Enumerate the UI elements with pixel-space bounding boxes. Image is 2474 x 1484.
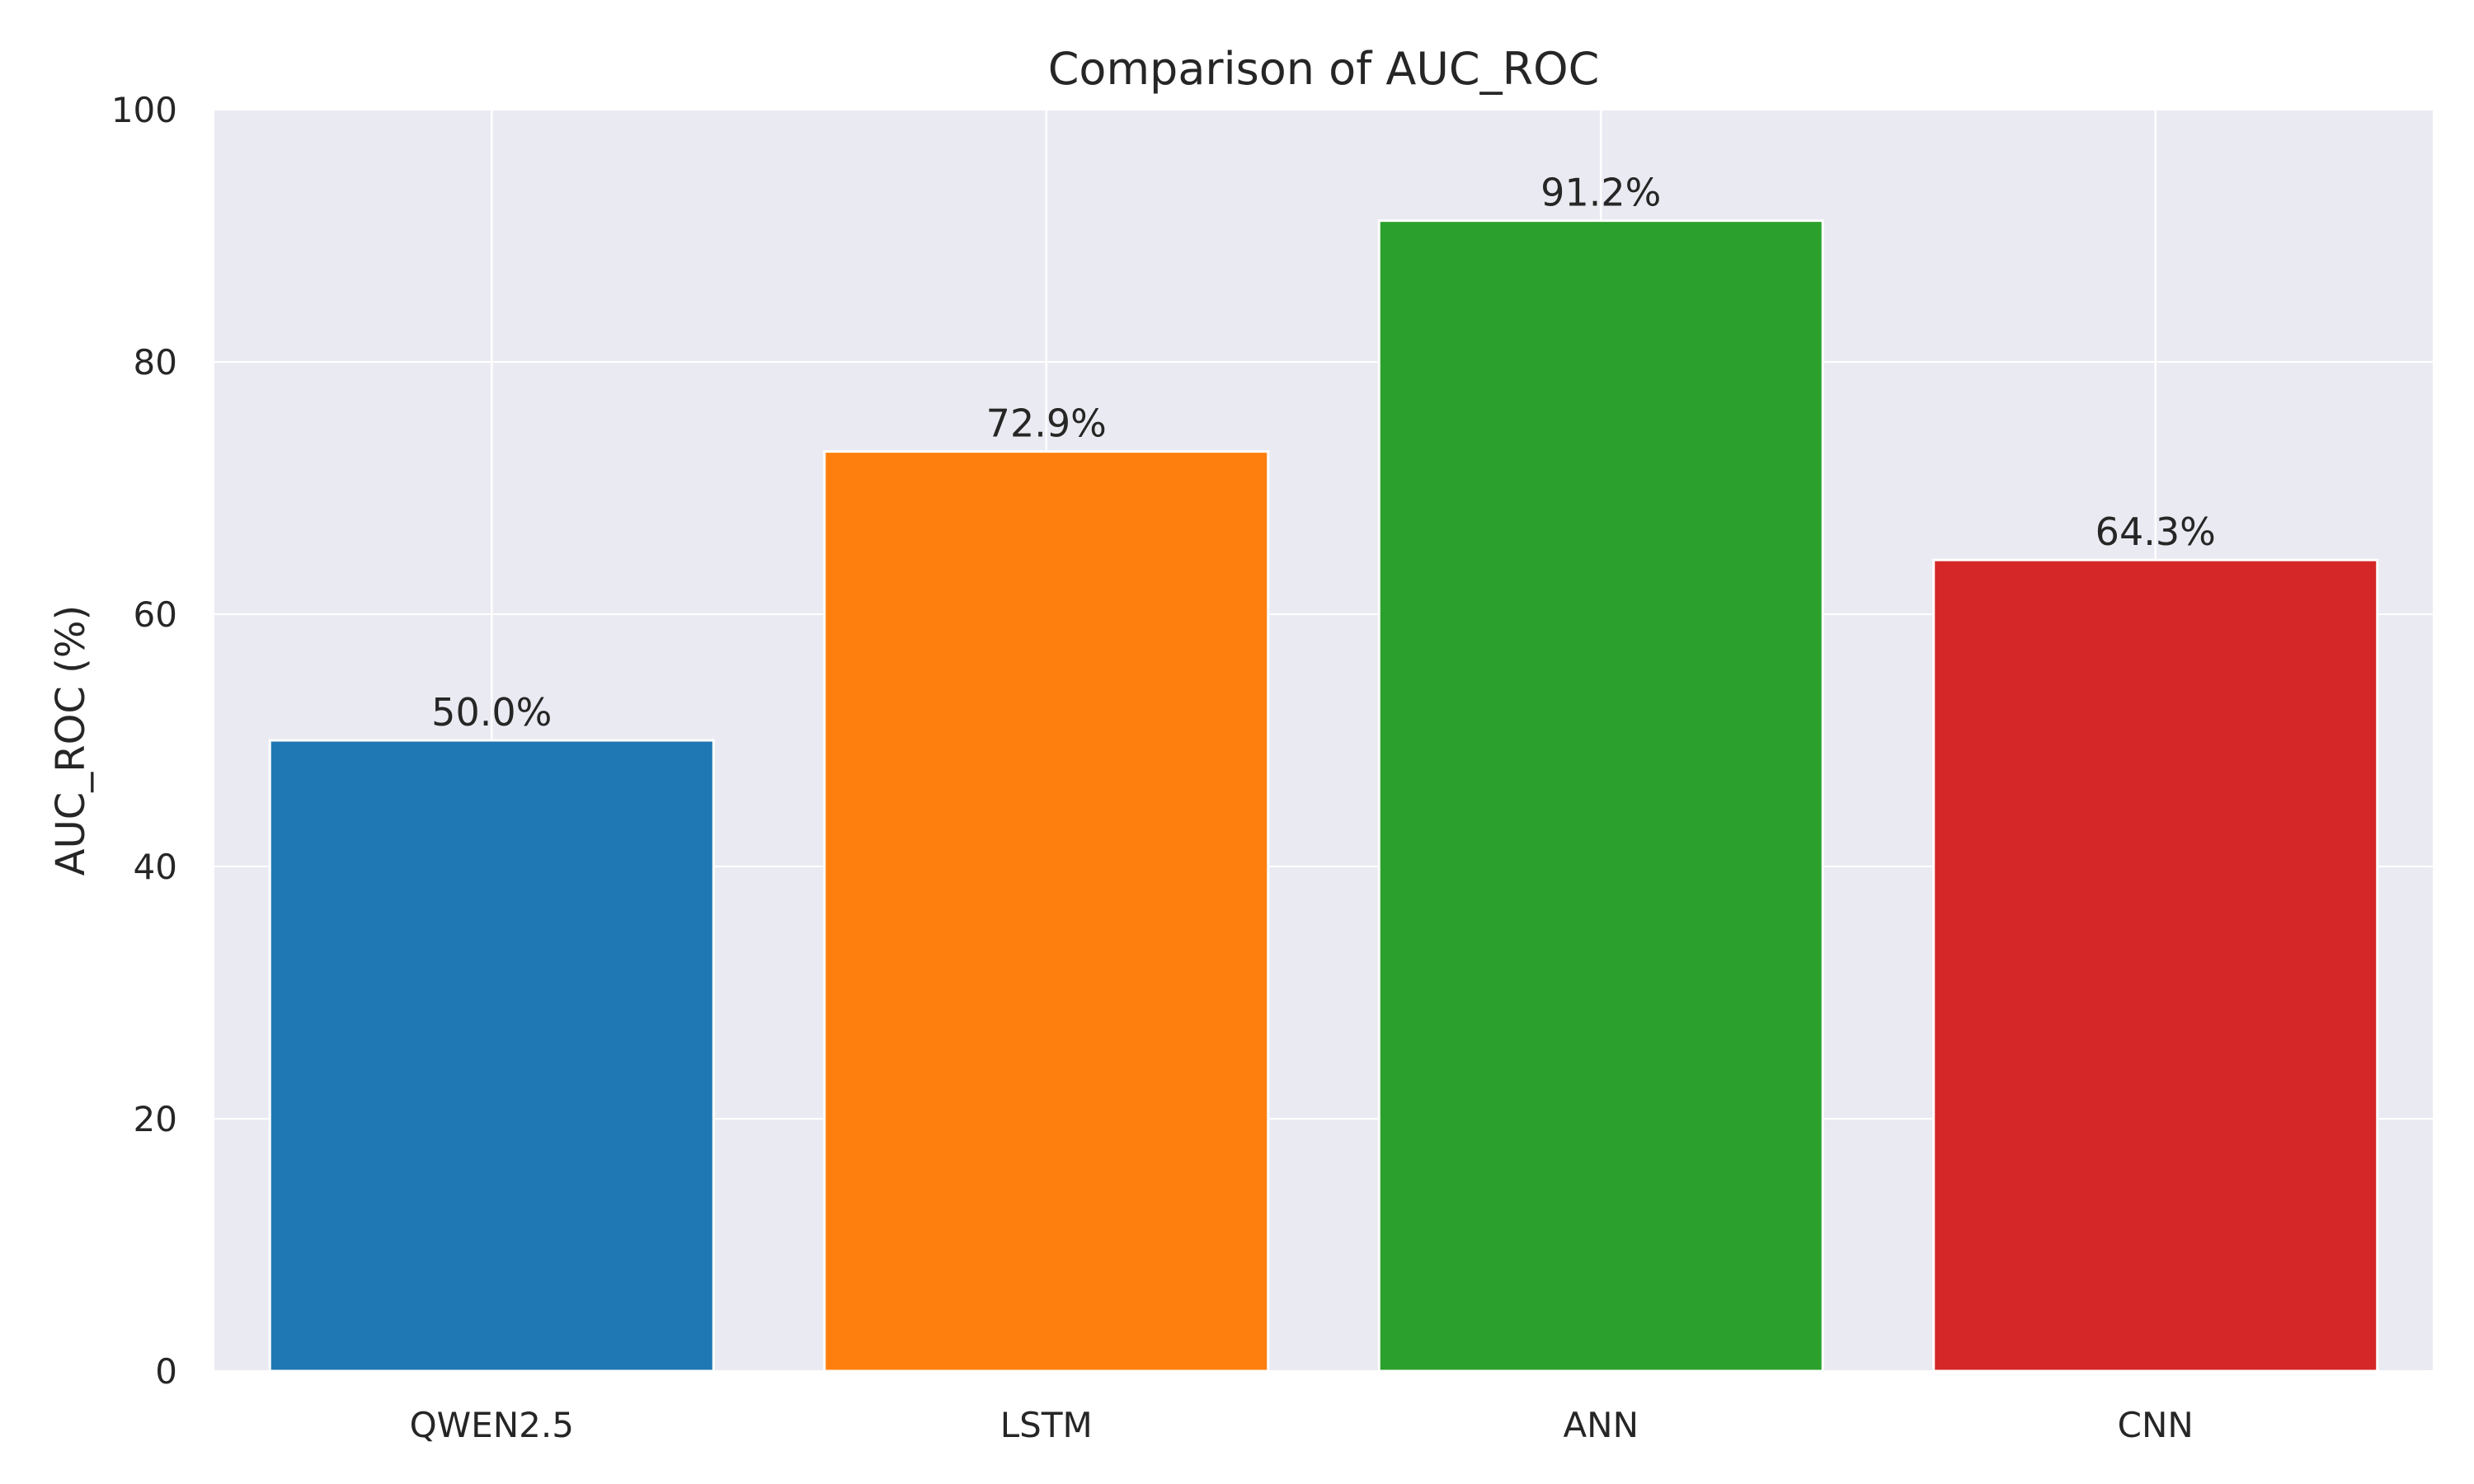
x-tick-label: QWEN2.5	[410, 1405, 574, 1445]
x-tick-label: ANN	[1563, 1405, 1639, 1445]
y-tick-label: 80	[134, 342, 177, 383]
x-tick-label: LSTM	[1000, 1405, 1093, 1445]
bar-qwen2-5	[268, 739, 715, 1373]
y-tick-label: 100	[111, 90, 177, 130]
y-tick-label: 40	[134, 847, 177, 887]
data-label: 64.3%	[2095, 510, 2216, 554]
x-tick-label: CNN	[2118, 1405, 2194, 1445]
y-axis-label: AUC_ROC (%)	[48, 605, 94, 876]
bar-lstm	[823, 450, 1270, 1373]
bar-ann	[1377, 219, 1824, 1373]
y-tick-label: 60	[134, 594, 177, 635]
bar-cnn	[1932, 558, 2379, 1373]
data-label: 91.2%	[1540, 171, 1661, 215]
bars	[268, 219, 2379, 1373]
x-tick-labels: QWEN2.5 LSTM ANN CNN	[410, 1405, 2194, 1445]
chart-title: Comparison of AUC_ROC	[1048, 43, 1600, 95]
data-label: 72.9%	[986, 402, 1107, 446]
y-tick-label: 20	[134, 1099, 177, 1139]
data-label: 50.0%	[431, 690, 552, 735]
data-labels: 50.0% 72.9% 91.2% 64.3%	[431, 171, 2216, 735]
y-tick-labels: 0 20 40 60 80 100	[111, 90, 177, 1392]
y-tick-label: 0	[155, 1351, 177, 1392]
